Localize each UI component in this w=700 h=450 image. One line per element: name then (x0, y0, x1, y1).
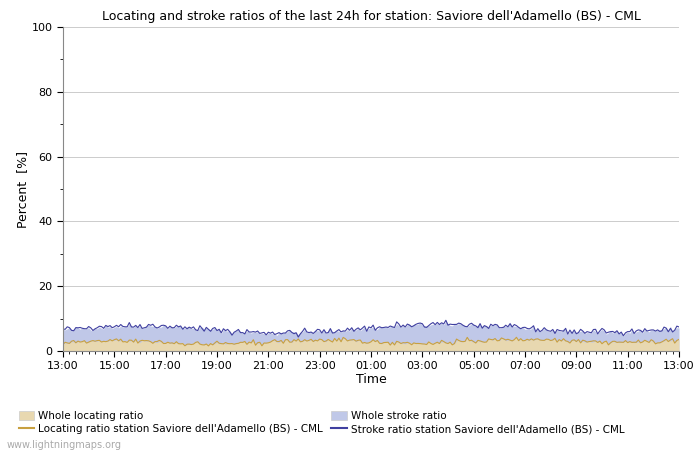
Title: Locating and stroke ratios of the last 24h for station: Saviore dell'Adamello (B: Locating and stroke ratios of the last 2… (102, 10, 640, 23)
X-axis label: Time: Time (356, 373, 386, 386)
Legend: Whole locating ratio, Locating ratio station Saviore dell'Adamello (BS) - CML, W: Whole locating ratio, Locating ratio sta… (19, 411, 625, 434)
Text: www.lightningmaps.org: www.lightningmaps.org (7, 440, 122, 450)
Y-axis label: Percent  [%]: Percent [%] (16, 150, 29, 228)
